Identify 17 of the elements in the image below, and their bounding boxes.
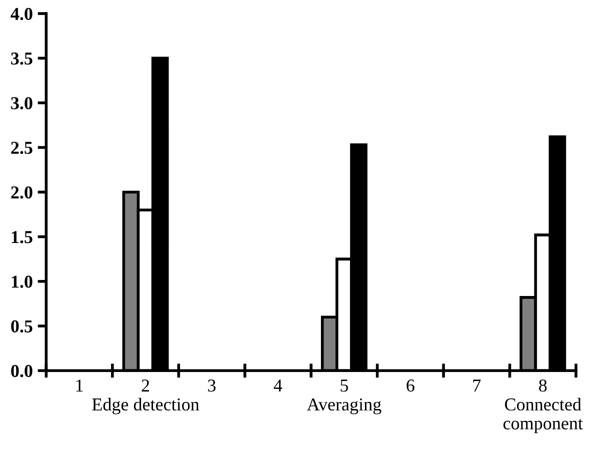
y-tick-label: 0.5	[11, 320, 32, 333]
y-tick-label: 1.5	[12, 231, 32, 244]
y-tick-label: 2.0	[11, 186, 32, 199]
y-tick-label: 3.0	[11, 97, 32, 110]
x-tick-label: 6	[406, 380, 414, 392]
x-tick-label: 1	[76, 380, 83, 392]
x-tick-label: 4	[274, 380, 282, 392]
y-tick-label: 0.0	[11, 364, 32, 378]
y-tick-label: 3.5	[11, 52, 32, 65]
x-tick-label: 5 Averaging	[306, 380, 382, 414]
x-tick-label: 3	[208, 380, 216, 392]
x-tick-label: 2 Edge detection	[92, 380, 200, 414]
y-tick-label: 2.5	[11, 142, 32, 154]
x-tick-label: 7	[473, 380, 481, 392]
x-tick-label: 8 Connected component	[503, 379, 583, 434]
y-tick-label: 1.0	[12, 276, 32, 288]
y-tick-label: 4.0	[10, 8, 32, 20]
